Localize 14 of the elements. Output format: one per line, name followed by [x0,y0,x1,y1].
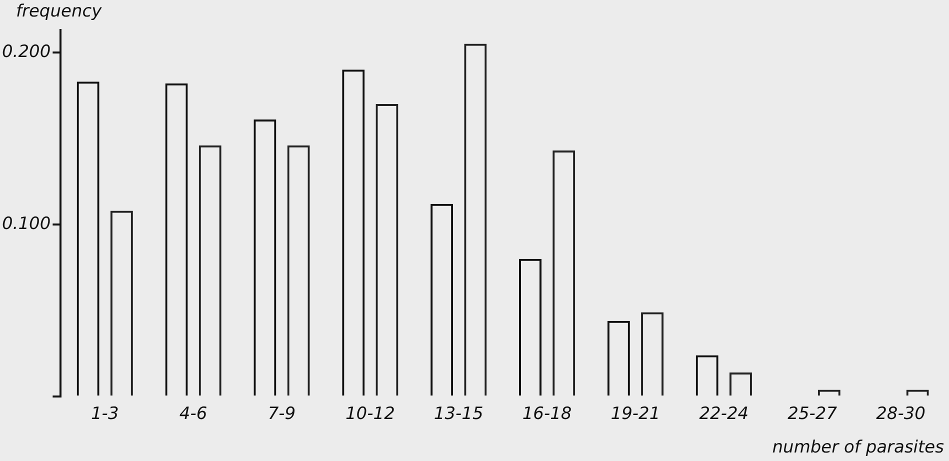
x-tick-label: 16-18 [522,404,572,424]
x-tick-label: 19-21 [610,404,660,424]
x-tick-label: 22-24 [699,404,749,424]
y-axis-title: frequency [16,1,103,22]
x-tick-label: 28-30 [876,404,926,424]
x-tick-label: 13-15 [434,404,484,424]
x-tick-label: 7-9 [268,404,296,424]
x-tick-label: 4-6 [179,404,208,424]
x-axis-title: number of parasites [772,437,944,458]
x-tick-label: 25-27 [788,404,838,424]
x-tick-label: 10-12 [345,404,395,424]
y-tick-label: 0.100 [2,214,51,234]
x-tick-label: 1-3 [90,404,119,424]
y-tick-label: 0.200 [2,42,51,62]
